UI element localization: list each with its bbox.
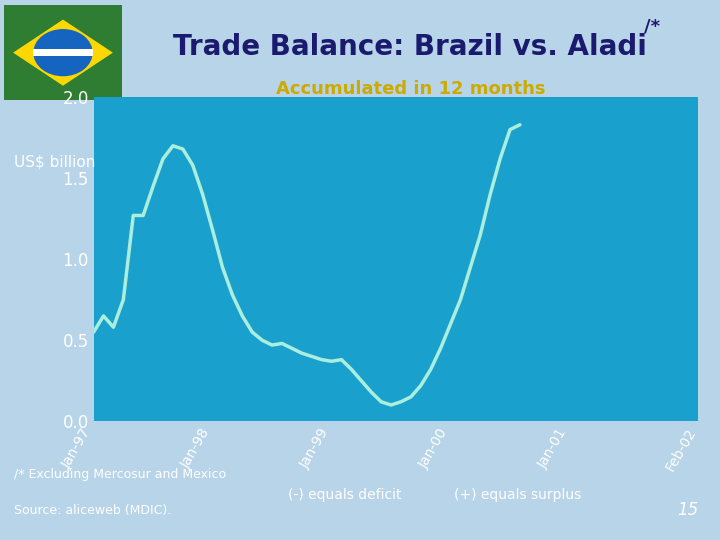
Text: Source: aliceweb (MDIC).: Source: aliceweb (MDIC). [14, 504, 171, 517]
Circle shape [33, 29, 93, 76]
Polygon shape [13, 19, 113, 86]
Text: 15: 15 [677, 501, 698, 519]
Text: Accumulated in 12 months: Accumulated in 12 months [276, 80, 545, 98]
Text: (+) equals surplus: (+) equals surplus [454, 488, 581, 502]
FancyBboxPatch shape [33, 49, 93, 56]
Text: (-) equals deficit: (-) equals deficit [288, 488, 402, 502]
Text: US$ billion: US$ billion [14, 154, 96, 170]
Text: /* Excluding Mercosur and Mexico: /* Excluding Mercosur and Mexico [14, 468, 227, 481]
Text: /*: /* [644, 17, 660, 36]
FancyBboxPatch shape [4, 5, 122, 100]
Text: Trade Balance: Brazil vs. Aladi: Trade Balance: Brazil vs. Aladi [174, 33, 647, 61]
